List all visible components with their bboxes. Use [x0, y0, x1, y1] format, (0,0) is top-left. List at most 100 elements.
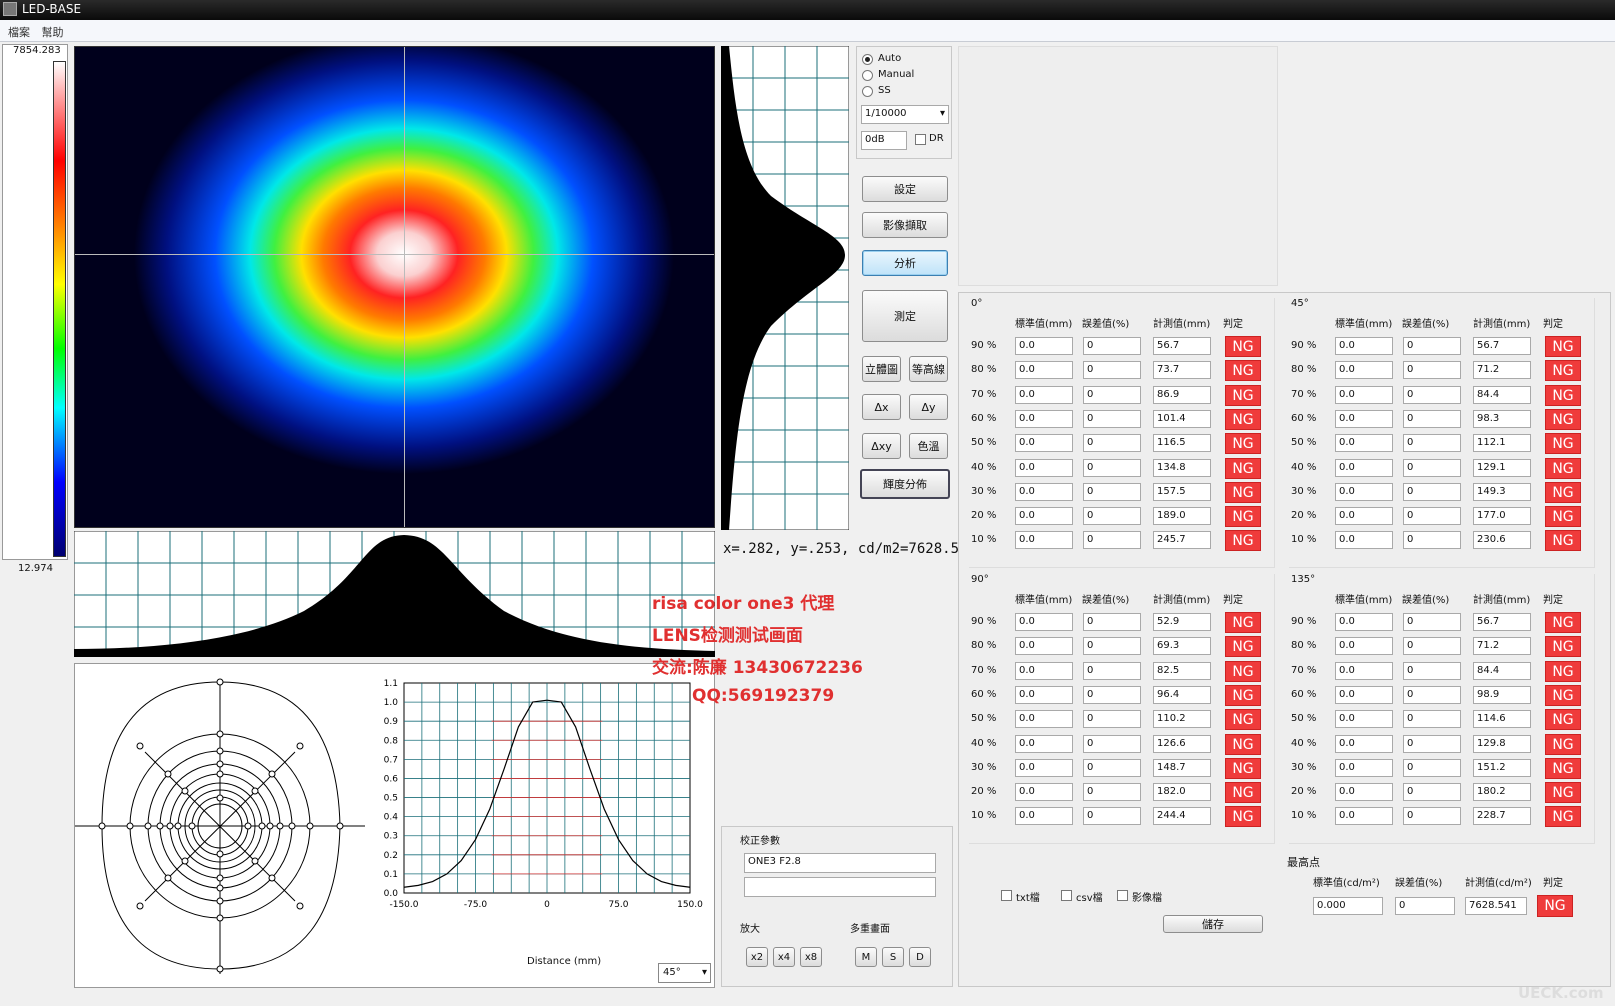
std-field[interactable]: 0.0: [1335, 434, 1393, 453]
std-field[interactable]: 0.0: [1015, 409, 1073, 428]
meas-field[interactable]: 110.2: [1153, 710, 1211, 729]
std-field[interactable]: 0.0: [1015, 531, 1073, 550]
meas-field[interactable]: 56.7: [1473, 337, 1531, 355]
measure-button[interactable]: 測定: [862, 290, 948, 342]
meas-field[interactable]: 151.2: [1473, 758, 1531, 777]
meas-field[interactable]: 134.8: [1153, 458, 1211, 477]
meas-field[interactable]: 177.0: [1473, 507, 1531, 526]
std-field[interactable]: 0.0: [1015, 434, 1073, 453]
peak-err-field[interactable]: 0: [1395, 897, 1455, 915]
err-field[interactable]: 0: [1403, 507, 1461, 526]
crosshair-horizontal[interactable]: [75, 254, 714, 255]
std-field[interactable]: 0.0: [1015, 637, 1073, 656]
err-field[interactable]: 0: [1083, 361, 1141, 380]
meas-field[interactable]: 98.9: [1473, 685, 1531, 704]
std-field[interactable]: 0.0: [1015, 458, 1073, 477]
std-field[interactable]: 0.0: [1335, 637, 1393, 656]
err-field[interactable]: 0: [1403, 385, 1461, 404]
meas-field[interactable]: 126.6: [1153, 734, 1211, 753]
analyze-button[interactable]: 分析: [862, 250, 948, 276]
meas-field[interactable]: 189.0: [1153, 507, 1211, 526]
meas-field[interactable]: 71.2: [1473, 361, 1531, 380]
err-field[interactable]: 0: [1083, 385, 1141, 404]
meas-field[interactable]: 230.6: [1473, 531, 1531, 550]
meas-field[interactable]: 86.9: [1153, 385, 1211, 404]
meas-field[interactable]: 244.4: [1153, 807, 1211, 826]
err-field[interactable]: 0: [1083, 458, 1141, 477]
meas-field[interactable]: 84.4: [1473, 661, 1531, 680]
err-field[interactable]: 0: [1403, 458, 1461, 477]
std-field[interactable]: 0.0: [1335, 531, 1393, 550]
meas-field[interactable]: 148.7: [1153, 758, 1211, 777]
capture-button[interactable]: 影像擷取: [862, 212, 948, 238]
err-field[interactable]: 0: [1083, 531, 1141, 550]
err-field[interactable]: 0: [1403, 637, 1461, 656]
err-field[interactable]: 0: [1083, 507, 1141, 526]
err-field[interactable]: 0: [1083, 482, 1141, 501]
std-field[interactable]: 0.0: [1015, 361, 1073, 380]
calibration-field[interactable]: ONE3 F2.8: [744, 853, 936, 873]
meas-field[interactable]: 180.2: [1473, 783, 1531, 802]
std-field[interactable]: 0.0: [1015, 783, 1073, 802]
menu-help[interactable]: 幫助: [41, 26, 64, 39]
err-field[interactable]: 0: [1083, 613, 1141, 631]
zoom-x4-button[interactable]: x4: [773, 947, 795, 967]
meas-field[interactable]: 101.4: [1153, 409, 1211, 428]
radio-manual[interactable]: [862, 70, 873, 81]
save-button[interactable]: 儲存: [1163, 915, 1263, 933]
peak-std-field[interactable]: 0.000: [1313, 897, 1383, 915]
err-field[interactable]: 0: [1403, 361, 1461, 380]
std-field[interactable]: 0.0: [1335, 661, 1393, 680]
std-field[interactable]: 0.0: [1335, 685, 1393, 704]
err-field[interactable]: 0: [1403, 685, 1461, 704]
meas-field[interactable]: 228.7: [1473, 807, 1531, 826]
calibration-field-2[interactable]: [744, 877, 936, 897]
std-field[interactable]: 0.0: [1015, 613, 1073, 631]
err-field[interactable]: 0: [1083, 783, 1141, 802]
std-field[interactable]: 0.0: [1015, 507, 1073, 526]
meas-field[interactable]: 82.5: [1153, 661, 1211, 680]
angle-select[interactable]: 45° ▾: [658, 963, 711, 983]
contour-button[interactable]: 等高線: [909, 356, 948, 382]
std-field[interactable]: 0.0: [1335, 458, 1393, 477]
meas-field[interactable]: 129.8: [1473, 734, 1531, 753]
luminance-distribution-button[interactable]: 輝度分佈: [860, 469, 950, 499]
meas-field[interactable]: 114.6: [1473, 710, 1531, 729]
err-field[interactable]: 0: [1403, 783, 1461, 802]
meas-field[interactable]: 96.4: [1153, 685, 1211, 704]
delta-xy-button[interactable]: Δxy: [862, 433, 901, 459]
radio-auto[interactable]: [862, 54, 873, 65]
err-field[interactable]: 0: [1403, 434, 1461, 453]
std-field[interactable]: 0.0: [1335, 337, 1393, 355]
meas-field[interactable]: 157.5: [1153, 482, 1211, 501]
multi-s-button[interactable]: S: [882, 947, 904, 967]
meas-field[interactable]: 245.7: [1153, 531, 1211, 550]
shutter-select[interactable]: 1/10000 ▾: [861, 105, 949, 124]
crosshair-vertical[interactable]: [404, 47, 405, 527]
std-field[interactable]: 0.0: [1335, 758, 1393, 777]
err-field[interactable]: 0: [1083, 661, 1141, 680]
std-field[interactable]: 0.0: [1335, 783, 1393, 802]
luminance-image[interactable]: [74, 46, 715, 528]
std-field[interactable]: 0.0: [1015, 482, 1073, 501]
meas-field[interactable]: 116.5: [1153, 434, 1211, 453]
zoom-x8-button[interactable]: x8: [800, 947, 822, 967]
err-field[interactable]: 0: [1083, 685, 1141, 704]
err-field[interactable]: 0: [1083, 337, 1141, 355]
err-field[interactable]: 0: [1403, 531, 1461, 550]
std-field[interactable]: 0.0: [1335, 734, 1393, 753]
err-field[interactable]: 0: [1403, 337, 1461, 355]
err-field[interactable]: 0: [1403, 409, 1461, 428]
txt-checkbox[interactable]: [1001, 890, 1012, 901]
std-field[interactable]: 0.0: [1015, 685, 1073, 704]
menu-file[interactable]: 檔案: [8, 26, 30, 39]
std-field[interactable]: 0.0: [1015, 734, 1073, 753]
zoom-x2-button[interactable]: x2: [746, 947, 768, 967]
err-field[interactable]: 0: [1403, 734, 1461, 753]
err-field[interactable]: 0: [1083, 409, 1141, 428]
err-field[interactable]: 0: [1403, 482, 1461, 501]
radio-ss[interactable]: [862, 86, 873, 97]
meas-field[interactable]: 71.2: [1473, 637, 1531, 656]
std-field[interactable]: 0.0: [1335, 385, 1393, 404]
err-field[interactable]: 0: [1403, 661, 1461, 680]
